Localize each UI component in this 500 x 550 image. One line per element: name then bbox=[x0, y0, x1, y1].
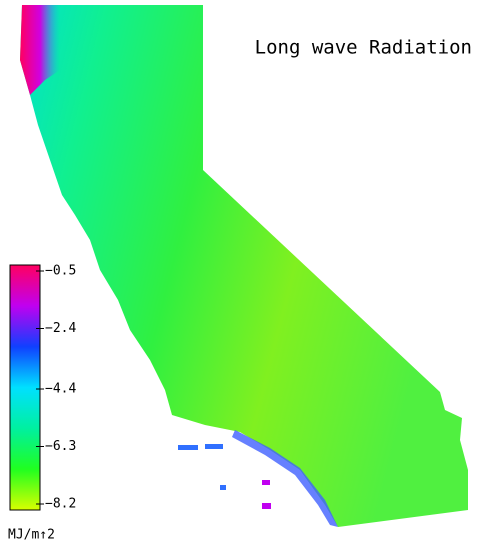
tick-label: −2.4 bbox=[45, 321, 76, 336]
title: Long wave Radiation bbox=[255, 37, 472, 59]
tick-label: −0.5 bbox=[45, 264, 76, 279]
tick-label: −4.4 bbox=[45, 382, 76, 397]
south-coast bbox=[232, 430, 338, 527]
colorbar bbox=[9, 264, 41, 511]
north-coast bbox=[20, 5, 60, 95]
tick-label: −8.2 bbox=[45, 497, 76, 512]
islands bbox=[178, 444, 271, 509]
california bbox=[20, 5, 468, 527]
tick-label: −6.3 bbox=[45, 439, 76, 454]
colorbar-unit: MJ/m↑2 bbox=[8, 528, 55, 543]
